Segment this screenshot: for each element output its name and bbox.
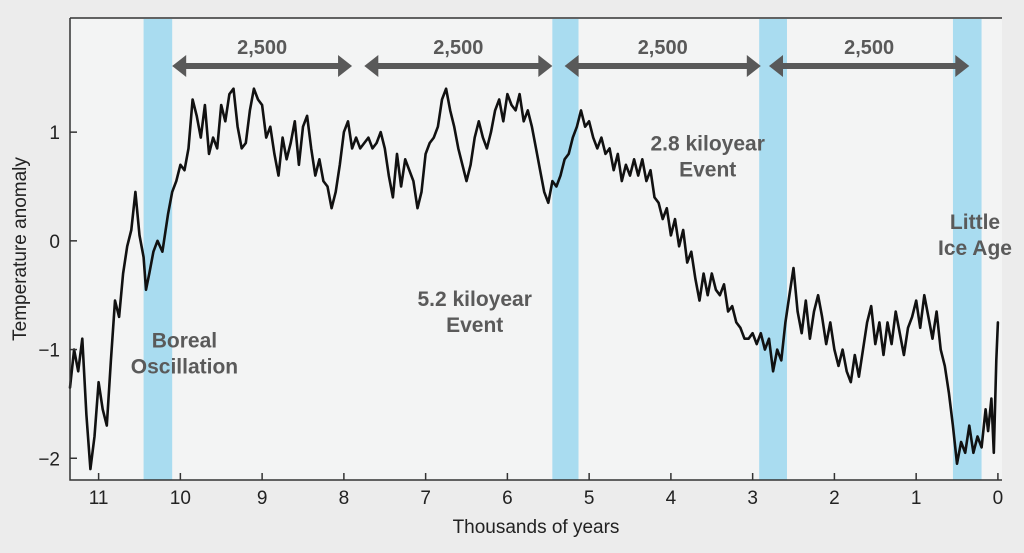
x-tick-label-1: 10 bbox=[170, 488, 191, 509]
annotation-1: 5.2 kiloyear Event bbox=[417, 288, 531, 337]
y-axis-ticks: 1 0 −1 −2 bbox=[38, 123, 77, 470]
x-tick-label-9: 2 bbox=[829, 488, 840, 509]
event-band-1 bbox=[552, 19, 579, 480]
interval-arrowhead-left-3 bbox=[769, 55, 783, 77]
x-tick-label-11: 0 bbox=[993, 488, 1004, 509]
event-bands bbox=[143, 19, 982, 480]
y-tick-label-1: 0 bbox=[49, 232, 60, 253]
x-tick-label-7: 4 bbox=[666, 488, 677, 509]
annotation-0-line-0: Boreal bbox=[152, 329, 217, 352]
interval-label-1: 2,500 bbox=[433, 37, 483, 59]
plot-area bbox=[70, 18, 1002, 480]
x-axis-ticks: 11 10 9 8 7 6 5 4 3 2 1 0 bbox=[89, 473, 1003, 509]
interval-label-0: 2,500 bbox=[237, 37, 287, 59]
x-tick-label-8: 3 bbox=[747, 488, 758, 509]
interval-label-3: 2,500 bbox=[844, 37, 894, 59]
x-tick-label-4: 7 bbox=[420, 488, 431, 509]
annotation-0: Boreal Oscillation bbox=[131, 329, 238, 378]
annotation-0-line-1: Oscillation bbox=[131, 355, 238, 378]
x-tick-label-10: 1 bbox=[911, 488, 922, 509]
interval-arrowhead-right-0 bbox=[338, 55, 353, 77]
x-tick-label-0: 11 bbox=[89, 488, 109, 509]
interval-arrowhead-left-1 bbox=[364, 55, 379, 77]
y-tick-label-2: −1 bbox=[38, 341, 60, 362]
annotation-2: 2.8 kiloyear Event bbox=[650, 133, 764, 182]
annotation-1-line-0: 5.2 kiloyear bbox=[417, 288, 531, 311]
annotation-2-line-0: 2.8 kiloyear bbox=[650, 133, 764, 156]
x-tick-label-5: 6 bbox=[502, 488, 513, 509]
y-tick-label-3: −2 bbox=[38, 449, 60, 470]
y-tick-label-0: 1 bbox=[49, 123, 60, 144]
event-band-3 bbox=[952, 19, 982, 480]
event-band-2 bbox=[759, 19, 787, 480]
interval-arrowhead-right-3 bbox=[955, 55, 970, 77]
x-axis-label: Thousands of years bbox=[453, 517, 620, 538]
series-layer bbox=[68, 87, 1000, 471]
annotation-3-line-1: Ice Age bbox=[938, 237, 1012, 260]
interval-arrowhead-right-2 bbox=[746, 55, 761, 77]
x-tick-label-3: 8 bbox=[339, 488, 350, 509]
interval-arrows: 2,500 2,500 2,500 2,500 bbox=[172, 37, 970, 77]
interval-arrowhead-right-1 bbox=[538, 55, 553, 77]
temperature-series-line-0 bbox=[68, 87, 1000, 471]
y-axis-label: Temperature anomaly bbox=[10, 157, 31, 341]
axis-frame bbox=[69, 17, 1002, 481]
interval-label-2: 2,500 bbox=[638, 37, 688, 59]
axes: 11 10 9 8 7 6 5 4 3 2 1 0 10−1−2 Thousands of years… bbox=[10, 17, 1003, 538]
annotation-1-line-1: Event bbox=[446, 314, 503, 337]
annotation-3-line-0: Little bbox=[950, 211, 1000, 234]
interval-arrowhead-left-0 bbox=[172, 55, 187, 77]
annotation-2-line-1: Event bbox=[679, 159, 736, 182]
annotation-3: Little Ice Age bbox=[938, 211, 1012, 260]
x-tick-label-6: 5 bbox=[584, 488, 595, 509]
event-band-0 bbox=[143, 19, 173, 480]
x-tick-label-2: 9 bbox=[257, 488, 268, 509]
interval-arrowhead-left-2 bbox=[564, 55, 579, 77]
